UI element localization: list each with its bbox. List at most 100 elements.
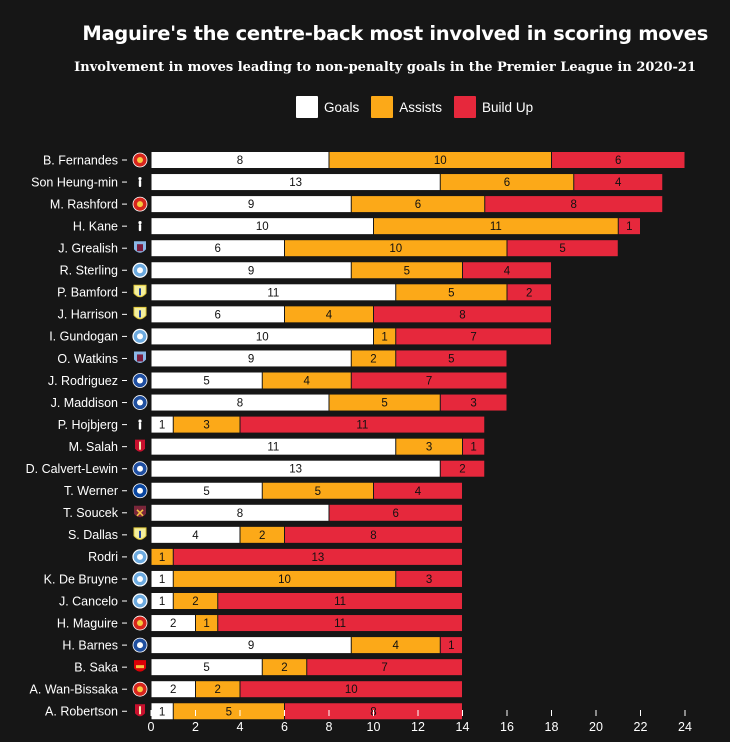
everton-badge-icon (132, 461, 148, 477)
bar-segment-assists (173, 703, 284, 720)
west-ham-badge-icon (134, 505, 146, 518)
bar-row-h-maguire: H. Maguire 2 1 11 (57, 615, 462, 632)
x-tick-label: 10 (367, 720, 381, 734)
x-tick-label: 6 (281, 720, 288, 734)
value-label-build-up: 4 (615, 177, 622, 189)
value-label-build-up: 2 (459, 464, 465, 476)
bar-segment-goals (151, 637, 351, 654)
bar-row-j-cancelo: J. Cancelo 1 2 11 (59, 593, 462, 609)
man-city-badge-icon (132, 571, 148, 587)
value-label-build-up: 11 (356, 420, 368, 432)
leeds-badge-icon (133, 284, 147, 298)
bar-segment-assists (262, 372, 351, 389)
player-label: J. Maddison (51, 396, 118, 410)
value-label-goals: 10 (256, 221, 269, 233)
bar-segment-build-up (218, 615, 462, 632)
leicester-badge-icon (132, 395, 148, 410)
value-label-build-up: 4 (415, 486, 422, 498)
bar-segment-goals (151, 284, 396, 301)
value-label-assists: 3 (426, 442, 432, 454)
player-label: R. Sterling (60, 264, 118, 278)
aston-villa-badge-icon (134, 241, 146, 253)
bar-row-t-werner: T. Werner 5 5 4 (64, 482, 462, 499)
bar-segment-build-up (507, 284, 551, 301)
value-label-goals: 4 (192, 530, 199, 542)
bar-row-j-grealish: J. Grealish 6 10 5 (58, 240, 618, 257)
bar-segment-goals (151, 350, 351, 367)
bar-segment-goals (151, 306, 284, 323)
chart-subtitle: Involvement in moves leading to non-pena… (74, 60, 696, 75)
value-label-assists: 2 (215, 684, 221, 696)
x-tick-label: 0 (148, 720, 155, 734)
bar-segment-goals (151, 526, 240, 543)
bar-segment-goals (151, 615, 195, 632)
value-label-assists: 4 (304, 376, 311, 388)
everton-badge-icon (132, 373, 148, 388)
bar-segment-goals (151, 659, 262, 676)
bar-segment-assists (196, 681, 240, 698)
bar-segment-assists (440, 174, 574, 191)
value-label-assists: 10 (389, 243, 402, 255)
bar-segment-assists (262, 659, 307, 676)
value-label-assists: 6 (415, 199, 421, 211)
legend-item-assists: Assists (371, 96, 442, 118)
bar-row-rodri: Rodri 1 13 (88, 548, 462, 565)
bar-row-j-maddison: J. Maddison 8 5 3 (51, 394, 507, 411)
man-utd-badge-icon (132, 196, 148, 212)
x-tick-label: 8 (326, 720, 333, 734)
player-label: K. De Bruyne (44, 572, 118, 586)
value-label-assists: 5 (381, 398, 387, 410)
player-label: Rodri (88, 550, 118, 564)
player-label: D. Calvert-Lewin (26, 462, 118, 476)
leeds-badge-icon (133, 306, 147, 320)
value-label-build-up: 5 (559, 243, 565, 255)
value-label-goals: 5 (203, 486, 209, 498)
value-label-assists: 5 (448, 287, 454, 299)
bar-segment-assists (173, 416, 240, 433)
value-label-goals: 8 (237, 398, 243, 410)
bar-segment-build-up (463, 438, 485, 455)
value-label-assists: 11 (490, 221, 502, 233)
player-label: H. Barnes (62, 638, 118, 652)
player-label: Son Heung-min (31, 175, 118, 189)
value-label-build-up: 11 (334, 596, 346, 608)
liverpool-badge-icon (135, 704, 145, 717)
value-label-goals: 9 (248, 353, 254, 365)
value-label-build-up: 13 (311, 552, 324, 564)
bar-segment-assists (151, 548, 173, 565)
bar-row-a-robertson: A. Robertson158 (45, 703, 462, 720)
bar-segment-goals (151, 703, 173, 720)
bar-segment-build-up (396, 350, 507, 367)
value-label-goals: 9 (248, 265, 254, 277)
bar-segment-assists (374, 218, 618, 235)
value-label-build-up: 1 (448, 640, 454, 652)
value-label-build-up: 7 (470, 331, 476, 343)
value-label-assists: 2 (192, 596, 198, 608)
bar-segment-assists (329, 152, 551, 168)
bar-segment-goals (151, 570, 173, 587)
bar-segment-assists (240, 526, 284, 543)
bar-segment-assists (351, 196, 485, 213)
value-label-goals: 6 (215, 309, 221, 321)
value-label-assists: 4 (326, 309, 333, 321)
legend-swatch-build-up (454, 96, 477, 118)
legend-label-build-up: Build Up (482, 99, 534, 115)
bar-row-k-de-bruyne: K. De Bruyne 1 10 3 (44, 570, 462, 587)
value-label-build-up: 3 (470, 398, 476, 410)
value-label-goals: 10 (256, 331, 269, 343)
value-label-build-up: 8 (459, 309, 465, 321)
legend-label-goals: Goals (324, 99, 360, 115)
legend-item-goals: Goals (296, 96, 359, 118)
value-label-assists: 5 (226, 706, 232, 718)
bar-segment-goals (151, 482, 262, 499)
man-city-badge-icon (132, 328, 148, 344)
bar-segment-build-up (463, 262, 551, 279)
value-label-build-up: 5 (448, 353, 454, 365)
aston-villa-badge-icon (134, 351, 146, 363)
value-label-goals: 9 (248, 640, 254, 652)
value-label-goals: 2 (170, 684, 176, 696)
bar-segment-build-up (396, 328, 551, 345)
chelsea-badge-icon (132, 483, 148, 499)
value-label-goals: 8 (237, 155, 243, 167)
